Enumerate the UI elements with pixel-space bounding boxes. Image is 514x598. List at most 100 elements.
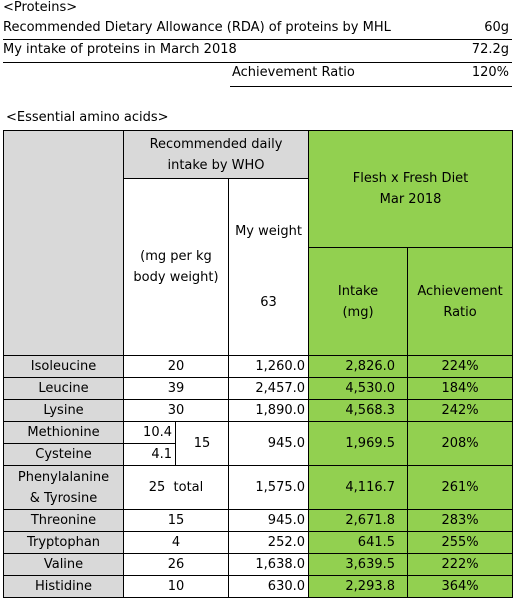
- data-row: Methionine 10.4 15 945.0 1,969.5 208%: [3, 421, 514, 466]
- cell: Achievement Ratio: [407, 247, 514, 356]
- row-label: Recommended Dietary Allowance (RDA) of p…: [3, 20, 391, 35]
- text: (mg): [342, 304, 374, 320]
- cell: 20: [123, 355, 229, 378]
- data-row: Lysine 30 1,890.0 4,568.3 242%: [3, 399, 514, 422]
- cell: Lysine: [3, 399, 124, 422]
- row-label: Achievement Ratio: [232, 65, 355, 80]
- cell: 30: [123, 399, 229, 422]
- row-value: 60g: [484, 20, 509, 35]
- cell: 4,530.0: [308, 377, 409, 400]
- cell: 252.0: [227, 531, 310, 554]
- text: Recommended daily: [149, 136, 283, 152]
- cell: Methionine: [3, 421, 124, 444]
- amino-table: Recommended daily intake by WHO Flesh x F…: [3, 129, 514, 598]
- cell: Intake (mg): [308, 247, 409, 356]
- data-row: Histidine 10 630.0 2,293.8 364%: [3, 575, 514, 598]
- cell: Isoleucine: [3, 355, 124, 378]
- text: Threonine: [30, 513, 97, 528]
- text: Tryptophan: [26, 535, 101, 550]
- cell: [3, 130, 124, 356]
- text: Ratio: [443, 304, 477, 320]
- cell: 184%: [407, 377, 514, 400]
- cell: 255%: [407, 531, 514, 554]
- cell: Tryptophan: [3, 531, 124, 554]
- cell: Phenylalanine & Tyrosine: [3, 465, 124, 510]
- cell: 4.1: [123, 443, 176, 466]
- cell: 1,969.5: [308, 421, 409, 466]
- cell: 39: [123, 377, 229, 400]
- data-row: Valine 26 1,638.0 3,639.5 222%: [3, 553, 514, 576]
- cell: 242%: [407, 399, 514, 422]
- cell: 4: [123, 531, 229, 554]
- cell: 945.0: [227, 509, 310, 532]
- data-row: Threonine 15 945.0 2,671.8 283%: [3, 509, 514, 532]
- data-row: Leucine 39 2,457.0 4,530.0 184%: [3, 377, 514, 400]
- cell: 2,293.8: [308, 575, 409, 598]
- text: 63: [260, 295, 277, 310]
- header-row: Recommended daily intake by WHO Flesh x F…: [3, 129, 514, 356]
- cell: 26: [123, 553, 229, 576]
- text: My weight: [235, 224, 302, 239]
- cell: Histidine: [3, 575, 124, 598]
- cell: Threonine: [3, 509, 124, 532]
- text: Isoleucine: [30, 359, 97, 374]
- text: Leucine: [38, 381, 89, 396]
- section-title: <Proteins>: [3, 0, 78, 15]
- row-label: My intake of proteins in March 2018: [3, 42, 237, 57]
- data-row: Tryptophan 4 252.0 641.5 255%: [3, 531, 514, 554]
- cell: 1,638.0: [227, 553, 310, 576]
- text: Intake: [337, 283, 379, 299]
- text: Methionine: [27, 425, 100, 440]
- cell: 222%: [407, 553, 514, 576]
- text: body weight): [133, 270, 219, 285]
- header-row: Intake (mg) Achievement Ratio: [4, 247, 514, 356]
- cell: 2,826.0: [308, 355, 409, 378]
- cell: My weight 63: [227, 178, 310, 356]
- cell: 1,260.0: [227, 355, 310, 378]
- text: Phenylalanine: [17, 469, 110, 485]
- cell: Cysteine: [3, 443, 124, 466]
- cell: 1,890.0: [227, 399, 310, 422]
- text: Cysteine: [35, 447, 92, 462]
- cell: (mg per kg body weight): [123, 178, 229, 356]
- cell: 364%: [407, 575, 514, 598]
- rule: [3, 39, 512, 40]
- cell: 1,575.0: [227, 465, 310, 510]
- section-title: <Essential amino acids>: [6, 110, 169, 125]
- cell: 10: [123, 575, 229, 598]
- text: Lysine: [43, 403, 84, 418]
- cell: Flesh x Fresh Diet Mar 2018: [308, 129, 514, 249]
- cell: Valine: [3, 553, 124, 576]
- cell: 283%: [407, 509, 514, 532]
- cell: 2,457.0: [227, 377, 310, 400]
- cell: 4,568.3: [308, 399, 409, 422]
- text: Valine: [43, 557, 84, 572]
- row-value: 120%: [471, 65, 509, 80]
- text: Achievement: [417, 283, 503, 299]
- data-row: Phenylalanine & Tyrosine 25 total 1,575.0 4,…: [3, 465, 514, 510]
- cell: 25 total: [123, 465, 229, 510]
- rule: [230, 86, 512, 87]
- cell: 630.0: [227, 575, 310, 598]
- header-row: (mg per kg body weight) My weight 63: [4, 178, 513, 356]
- cell: Recommended daily intake by WHO: [122, 130, 310, 179]
- cell: Leucine: [3, 377, 124, 400]
- cell: 641.5: [308, 531, 409, 554]
- rule: [3, 62, 512, 63]
- text: intake by WHO: [167, 157, 265, 173]
- text: Mar 2018: [379, 192, 442, 208]
- row-value: 72.2g: [471, 42, 509, 57]
- table-body: Recommended daily intake by WHO Flesh x F…: [3, 129, 514, 598]
- cell: 945.0: [227, 421, 310, 466]
- cell: 15: [123, 509, 229, 532]
- cell: 2,671.8: [308, 509, 409, 532]
- text: Flesh x Fresh Diet: [352, 171, 469, 187]
- text: (mg per kg: [140, 249, 212, 264]
- text: & Tyrosine: [29, 490, 98, 506]
- cell: 4,116.7: [308, 465, 409, 510]
- cell: 3,639.5: [308, 553, 409, 576]
- data-row: Isoleucine 20 1,260.0 2,826.0 224%: [3, 355, 514, 378]
- cell: 10.4: [123, 421, 176, 444]
- text: Histidine: [35, 579, 92, 594]
- cell: 261%: [407, 465, 514, 510]
